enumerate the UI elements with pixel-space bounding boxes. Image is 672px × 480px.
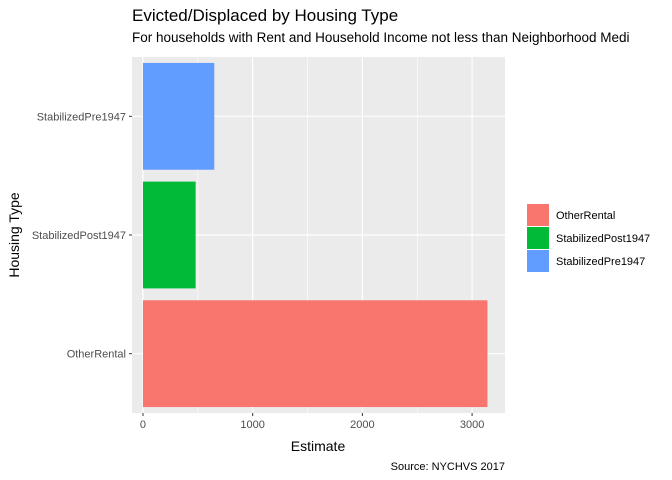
y-axis-ticks: OtherRental StabilizedPost1947 StabilizedP… (32, 111, 132, 361)
legend-label: StabilizedPost1947 (556, 233, 650, 245)
legend-key-StabilizedPost1947 (527, 227, 549, 249)
chart-subtitle: For households with Rent and Household I… (132, 30, 630, 45)
bar-StabilizedPre1947 (142, 62, 215, 170)
legend-label: OtherRental (556, 210, 615, 222)
x-tick-label: 2000 (350, 419, 374, 431)
x-tick-label: 0 (140, 419, 146, 431)
bar-OtherRental (142, 300, 488, 408)
x-axis-title: Estimate (291, 438, 346, 454)
legend-label: StabilizedPre1947 (556, 256, 645, 268)
y-tick-label: StabilizedPost1947 (32, 230, 126, 242)
y-axis-title: Housing Type (6, 192, 22, 278)
legend-key-StabilizedPre1947 (527, 250, 549, 272)
chart-title: Evicted/Displaced by Housing Type (132, 6, 398, 25)
x-tick-label: 1000 (240, 419, 264, 431)
y-tick-label: StabilizedPre1947 (37, 111, 126, 123)
legend: OtherRental StabilizedPost1947 StabilizedP… (527, 204, 650, 272)
bar-StabilizedPost1947 (142, 181, 196, 289)
legend-key-OtherRental (527, 204, 549, 226)
chart-caption: Source: NYCHVS 2017 (391, 461, 505, 473)
x-axis-ticks: 0 1000 2000 3000 (140, 413, 484, 431)
x-tick-label: 3000 (460, 419, 484, 431)
y-tick-label: OtherRental (67, 349, 126, 361)
bars (142, 62, 488, 408)
